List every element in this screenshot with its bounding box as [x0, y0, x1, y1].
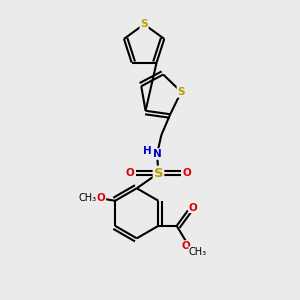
- Text: S: S: [140, 19, 148, 29]
- Text: O: O: [189, 202, 197, 213]
- Text: CH₃: CH₃: [79, 193, 97, 202]
- Text: O: O: [97, 194, 106, 203]
- Text: O: O: [181, 241, 190, 251]
- Text: S: S: [177, 87, 185, 97]
- Text: O: O: [125, 168, 134, 178]
- Text: S: S: [154, 167, 163, 180]
- Text: O: O: [183, 168, 191, 178]
- Text: CH₃: CH₃: [189, 247, 207, 257]
- Text: N: N: [153, 149, 161, 159]
- Text: H: H: [143, 146, 152, 156]
